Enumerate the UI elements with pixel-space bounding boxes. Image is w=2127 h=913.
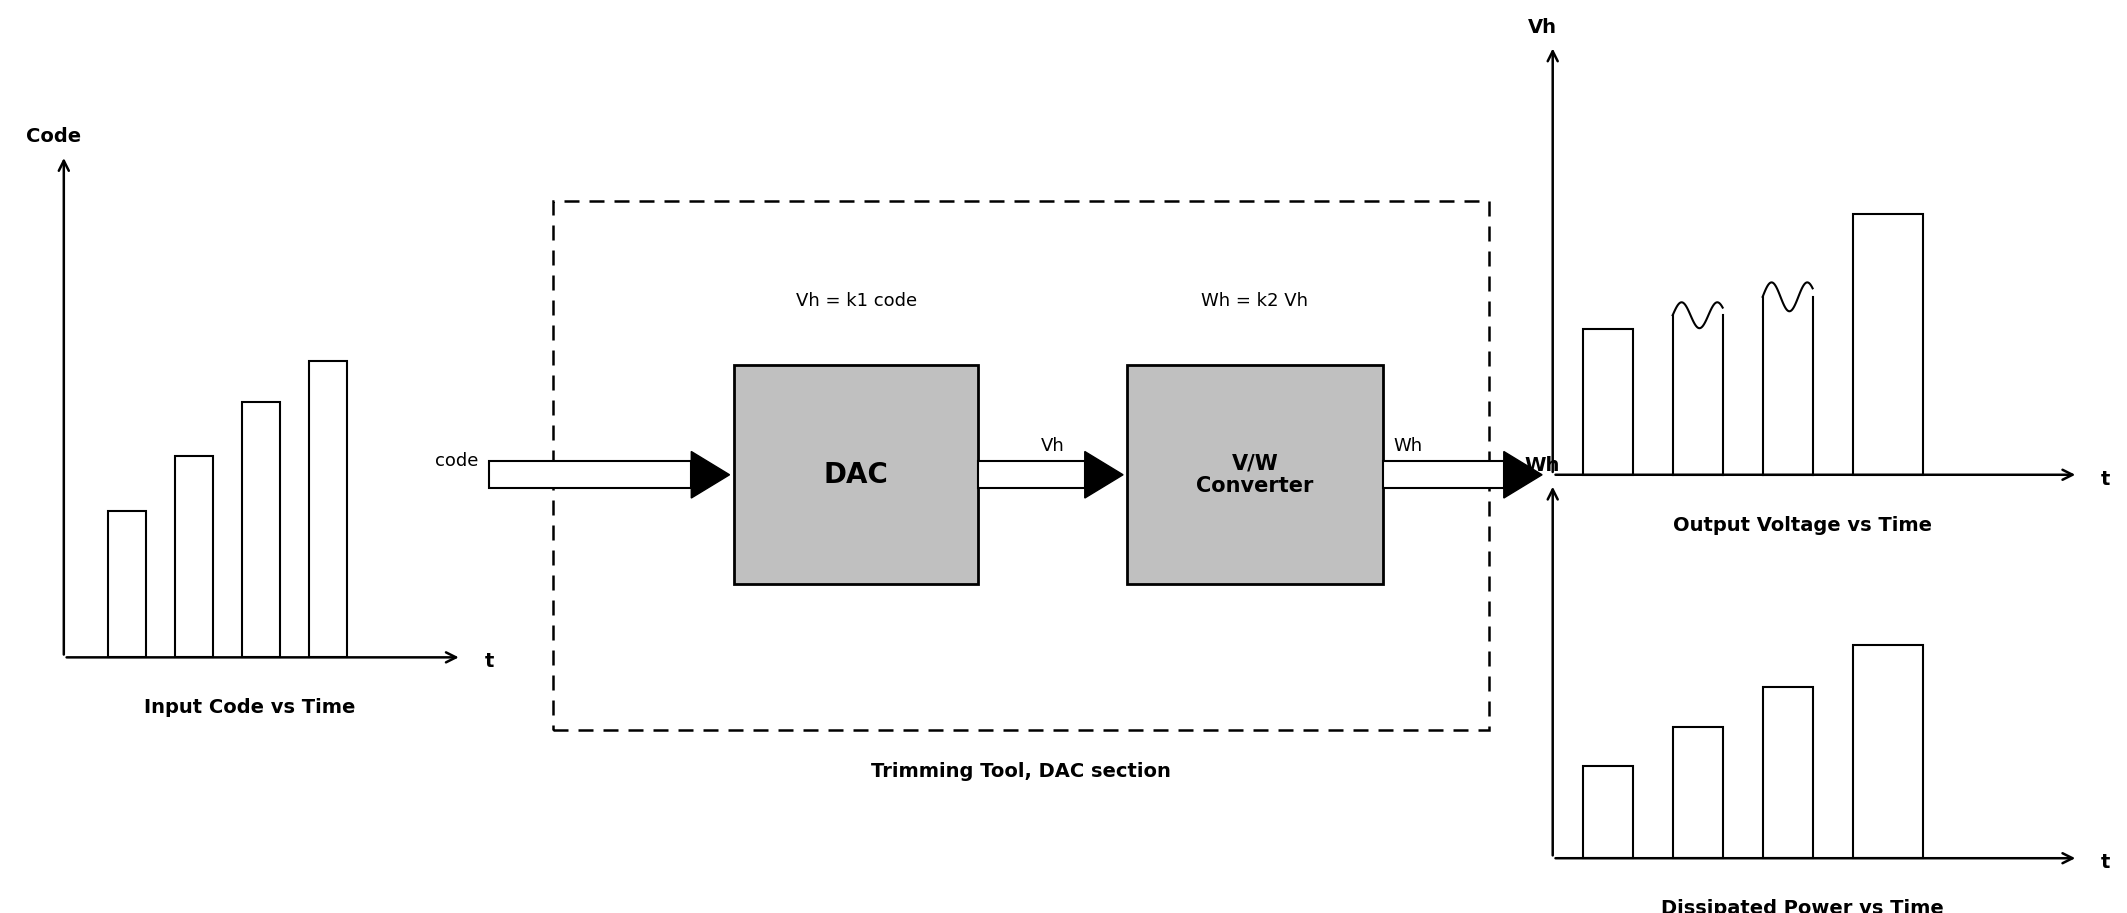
Bar: [1853, 645, 1923, 858]
Bar: [1853, 214, 1923, 475]
Bar: [108, 511, 145, 657]
Text: Input Code vs Time: Input Code vs Time: [145, 698, 355, 718]
Bar: [311, 361, 347, 657]
Bar: [1582, 766, 1634, 858]
Bar: [553, 201, 1489, 730]
Bar: [1672, 727, 1723, 858]
Text: t: t: [2101, 470, 2110, 488]
Bar: [1582, 329, 1634, 475]
Text: code: code: [436, 452, 479, 470]
Text: Wh: Wh: [1393, 436, 1423, 455]
Text: t: t: [2101, 854, 2110, 872]
Text: Vh: Vh: [1527, 17, 1557, 37]
Bar: [174, 456, 213, 657]
Text: Wh = k2 Vh: Wh = k2 Vh: [1202, 292, 1308, 310]
Text: Trimming Tool, DAC section: Trimming Tool, DAC section: [872, 762, 1170, 782]
Text: Output Voltage vs Time: Output Voltage vs Time: [1674, 516, 1931, 535]
Bar: [1383, 461, 1504, 488]
Text: DAC: DAC: [823, 461, 889, 488]
Text: Code: Code: [26, 127, 81, 146]
Text: Dissipated Power vs Time: Dissipated Power vs Time: [1661, 899, 1944, 913]
Polygon shape: [691, 452, 730, 498]
Polygon shape: [1085, 452, 1123, 498]
Text: Wh: Wh: [1525, 456, 1559, 475]
Bar: [489, 461, 691, 488]
Text: V/W
Converter: V/W Converter: [1195, 453, 1314, 497]
Text: Vh: Vh: [1040, 436, 1066, 455]
Bar: [734, 365, 978, 584]
Polygon shape: [1504, 452, 1542, 498]
Bar: [978, 461, 1085, 488]
Bar: [1763, 687, 1812, 858]
Text: t: t: [485, 653, 493, 671]
Bar: [242, 402, 279, 657]
Text: Vh = k1 code: Vh = k1 code: [795, 292, 917, 310]
Bar: [1127, 365, 1383, 584]
